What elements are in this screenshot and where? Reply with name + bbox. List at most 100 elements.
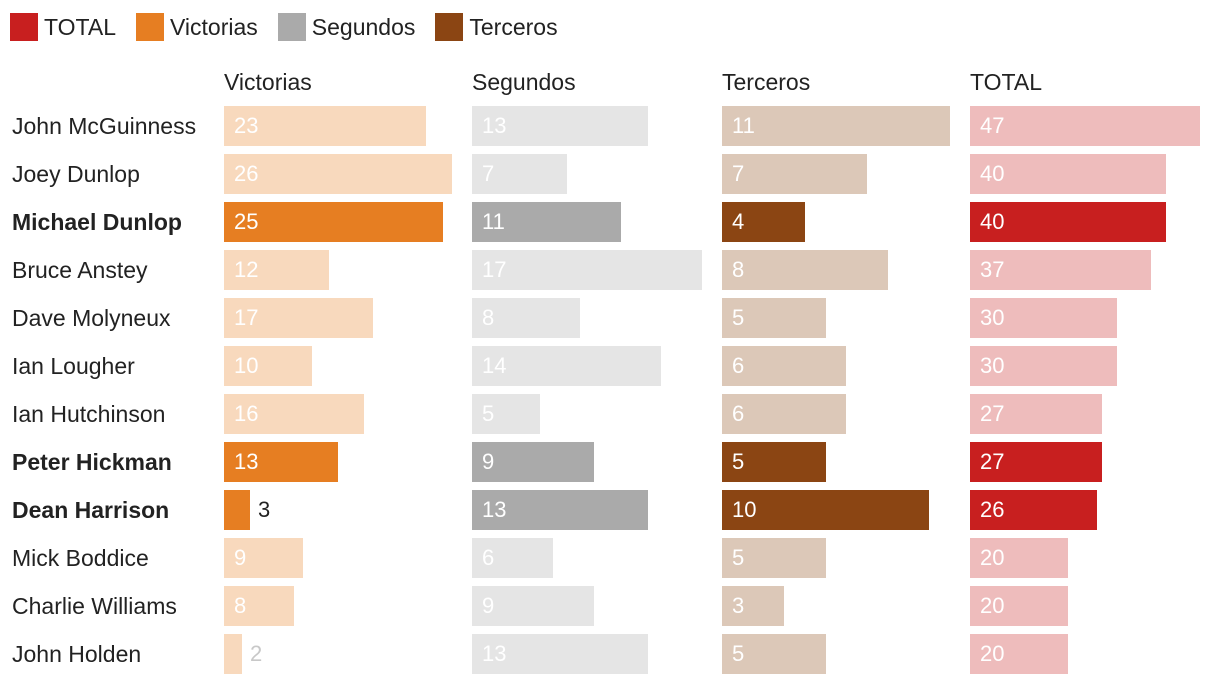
- legend-item-terceros: Terceros: [435, 13, 558, 41]
- bar-terceros: [722, 442, 826, 482]
- bar-segundos: [472, 394, 540, 434]
- legend-swatch: [277, 13, 306, 41]
- bar-total: [970, 394, 1102, 434]
- rider-name: Ian Hutchinson: [12, 401, 166, 427]
- bar-value-label: 9: [234, 545, 247, 570]
- legend-swatch: [10, 13, 38, 41]
- bar-value-label: 6: [732, 401, 745, 426]
- bar-value-label: 12: [234, 257, 259, 282]
- bar-segundos: [472, 538, 553, 578]
- bar-value-label: 26: [234, 161, 259, 186]
- bar-terceros: [722, 250, 888, 290]
- bar-value-label: 7: [482, 161, 495, 186]
- bar-value-label: 20: [980, 641, 1005, 666]
- rider-name: Michael Dunlop: [12, 209, 182, 235]
- bar-victorias: [224, 634, 242, 674]
- legend-item-total: TOTAL: [10, 13, 116, 41]
- bar-value-label: 8: [234, 593, 247, 618]
- bar-victorias: [224, 298, 373, 338]
- bar-value-label: 9: [482, 449, 495, 474]
- bar-value-label: 40: [980, 161, 1005, 186]
- bar-terceros: [722, 154, 867, 194]
- bar-value-label: 6: [732, 353, 745, 378]
- bar-value-label: 2: [250, 641, 263, 666]
- bar-value-label: 7: [732, 161, 745, 186]
- bar-value-label: 27: [980, 449, 1005, 474]
- bar-value-label: 3: [732, 593, 745, 618]
- bar-value-label: 17: [482, 257, 507, 282]
- rider-name: Bruce Anstey: [12, 257, 148, 283]
- legend-label: TOTAL: [44, 14, 116, 40]
- bar-terceros: [722, 106, 950, 146]
- bar-total: [970, 586, 1068, 626]
- bar-value-label: 9: [482, 593, 495, 618]
- rider-name: Ian Lougher: [12, 353, 135, 379]
- bar-value-label: 8: [732, 257, 745, 282]
- bar-terceros: [722, 634, 826, 674]
- legend-label: Segundos: [311, 14, 416, 40]
- bar-value-label: 40: [980, 209, 1005, 234]
- bar-terceros: [722, 586, 784, 626]
- column-header-victorias: Victorias: [224, 69, 312, 95]
- bar-segundos: [472, 298, 580, 338]
- bar-victorias: [224, 586, 294, 626]
- legend-label: Victorias: [170, 14, 258, 40]
- bar-segundos: [472, 442, 594, 482]
- bar-value-label: 25: [234, 209, 259, 234]
- bar-value-label: 13: [482, 113, 507, 138]
- bar-total: [970, 154, 1166, 194]
- bar-value-label: 11: [482, 209, 505, 234]
- bar-victorias: [224, 202, 443, 242]
- legend-item-victorias: Victorias: [136, 13, 258, 41]
- bar-terceros: [722, 202, 805, 242]
- rider-name: Dave Molyneux: [12, 305, 171, 331]
- bar-victorias: [224, 154, 452, 194]
- bar-terceros: [722, 346, 846, 386]
- bar-value-label: 27: [980, 401, 1005, 426]
- bar-value-label: 20: [980, 593, 1005, 618]
- bar-value-label: 4: [732, 209, 745, 234]
- bar-total: [970, 298, 1117, 338]
- bar-total: [970, 106, 1200, 146]
- bar-value-label: 17: [234, 305, 259, 330]
- rider-name: Charlie Williams: [12, 593, 177, 619]
- rider-name: John Holden: [12, 641, 142, 667]
- bar-total: [970, 442, 1102, 482]
- bar-segundos: [472, 346, 661, 386]
- chart-legend: TOTAL Victorias Segundos Terceros: [10, 12, 578, 42]
- bar-total: [970, 634, 1068, 674]
- bar-victorias: [224, 346, 312, 386]
- legend-item-segundos: Segundos: [277, 13, 416, 41]
- bar-value-label: 5: [732, 305, 745, 330]
- bar-total: [970, 538, 1068, 578]
- bar-value-label: 16: [234, 401, 259, 426]
- bar-value-label: 10: [732, 497, 757, 522]
- bar-value-label: 3: [258, 497, 271, 522]
- bar-victorias: [224, 394, 364, 434]
- bar-value-label: 30: [980, 305, 1005, 330]
- bar-value-label: 30: [980, 353, 1005, 378]
- rider-name: Mick Boddice: [12, 545, 149, 571]
- bar-value-label: 13: [482, 641, 507, 666]
- bar-value-label: 6: [482, 545, 495, 570]
- bar-victorias: [224, 106, 426, 146]
- bar-segundos: [472, 106, 648, 146]
- bar-value-label: 5: [732, 545, 745, 570]
- bar-terceros: [722, 490, 929, 530]
- bar-victorias: [224, 442, 338, 482]
- bar-segundos: [472, 250, 702, 290]
- column-header-terceros: Terceros: [722, 69, 811, 95]
- bar-terceros: [722, 538, 826, 578]
- bar-value-label: 37: [980, 257, 1005, 282]
- column-header-total: TOTAL: [970, 69, 1042, 95]
- bar-victorias: [224, 538, 303, 578]
- rider-name: Peter Hickman: [12, 449, 172, 475]
- bar-total: [970, 346, 1117, 386]
- bar-value-label: 14: [482, 353, 507, 378]
- bar-terceros: [722, 298, 826, 338]
- rider-name: John McGuinness: [12, 113, 197, 139]
- column-header-segundos: Segundos: [472, 69, 576, 95]
- rider-name: Dean Harrison: [12, 497, 170, 523]
- bar-total: [970, 250, 1151, 290]
- bar-value-label: 11: [732, 113, 755, 138]
